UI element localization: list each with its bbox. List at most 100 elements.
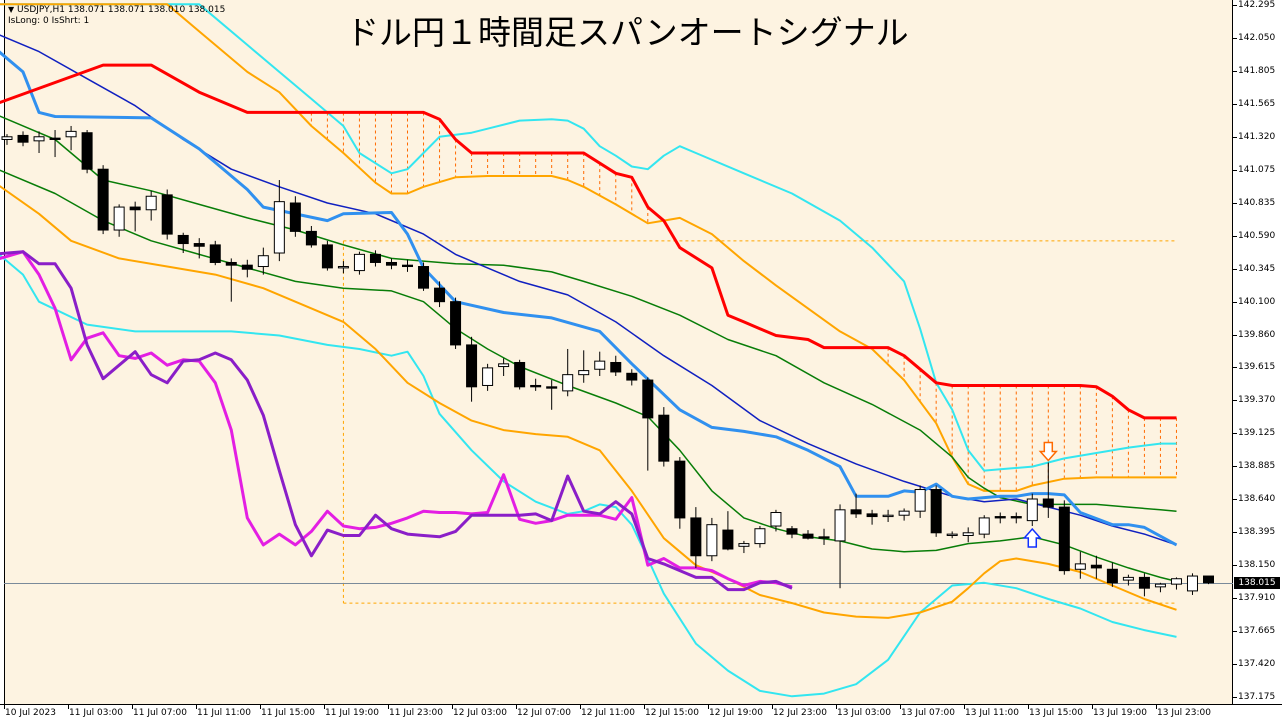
cyan-lower-band — [0, 253, 1177, 698]
x-tick-label: 12 Jul 07:00 — [517, 708, 571, 718]
bear-candle — [305, 230, 317, 246]
y-tick-label: 140.590 — [1238, 230, 1276, 241]
bear-candle — [530, 384, 542, 388]
collapse-triangle-icon[interactable]: ▼ — [8, 5, 15, 14]
bull-candle — [1154, 583, 1166, 588]
indicator-params: IsLong: 0 IsShrt: 1 — [8, 16, 90, 26]
x-tick-label: 12 Jul 03:00 — [453, 708, 507, 718]
time-axis[interactable]: 10 Jul 2023 11 Jul 03:00 11 Jul 07:00 11 Ju… — [0, 704, 1282, 723]
x-tick-mark — [1156, 705, 1157, 709]
y-tick-label: 137.910 — [1238, 593, 1276, 604]
y-tick-label: 138.640 — [1238, 494, 1276, 505]
bear-candle — [802, 533, 814, 539]
bear-candle — [129, 206, 141, 211]
x-tick-mark — [132, 705, 133, 709]
bear-candle — [385, 261, 397, 266]
bull-candle — [1026, 498, 1038, 522]
x-tick-mark — [1092, 705, 1093, 709]
bull-candle — [882, 514, 894, 518]
bear-candle — [626, 372, 638, 381]
bull-candle — [738, 543, 750, 547]
x-tick-mark — [516, 705, 517, 709]
bear-candle — [466, 344, 478, 388]
bull-candle — [770, 512, 782, 527]
bear-candle — [658, 414, 670, 462]
x-tick-mark — [772, 705, 773, 709]
red-line — [0, 63, 1177, 420]
y-tick-label: 141.075 — [1238, 164, 1276, 175]
bull-candle — [1122, 576, 1134, 581]
y-tick-label: 139.860 — [1238, 329, 1276, 340]
y-tick-mark — [1233, 400, 1237, 402]
y-tick-mark — [1233, 664, 1237, 666]
bear-candle — [1010, 516, 1022, 519]
x-tick-label: 11 Jul 07:00 — [133, 708, 187, 718]
bull-candle — [578, 370, 590, 376]
y-tick-mark — [1233, 70, 1237, 72]
y-tick-mark — [1233, 532, 1237, 534]
x-tick-label: 11 Jul 19:00 — [325, 708, 379, 718]
bear-candle — [81, 132, 93, 170]
y-tick-mark — [1233, 37, 1237, 39]
price-scale[interactable]: 142.295 142.050 141.805 141.565 141.320 141.0… — [1233, 0, 1282, 704]
bull-candle — [946, 533, 958, 536]
x-tick-mark — [388, 705, 389, 709]
orange-lower-band — [0, 185, 1177, 619]
bear-candle — [1058, 506, 1070, 572]
bear-candle — [674, 460, 686, 519]
bear-candle — [514, 361, 526, 388]
y-tick-label: 137.665 — [1238, 626, 1276, 637]
bull-candle — [1186, 575, 1198, 592]
bear-candle — [786, 528, 798, 535]
bull-candle — [706, 524, 718, 557]
y-tick-mark — [1233, 268, 1237, 270]
x-tick-label: 13 Jul 07:00 — [901, 708, 955, 718]
x-tick-mark — [644, 705, 645, 709]
blue-line — [0, 50, 1178, 547]
x-tick-label: 13 Jul 19:00 — [1093, 708, 1147, 718]
magenta-line — [0, 250, 793, 589]
x-tick-label: 11 Jul 23:00 — [389, 708, 443, 718]
bull-candle — [594, 360, 606, 370]
bull-candle — [482, 367, 494, 386]
x-tick-mark — [68, 705, 69, 709]
bull-candle — [257, 255, 269, 268]
x-tick-mark — [324, 705, 325, 709]
bear-candle — [161, 194, 173, 235]
y-tick-label: 141.320 — [1238, 131, 1276, 142]
bull-candle — [273, 201, 285, 254]
bull-candle — [498, 363, 510, 368]
y-tick-mark — [1233, 367, 1237, 369]
bear-candle — [690, 517, 702, 557]
y-tick-label: 137.420 — [1238, 659, 1276, 670]
bull-candle — [145, 195, 157, 211]
bear-candle — [369, 253, 381, 263]
bear-candle — [418, 266, 430, 289]
y-tick-mark — [1233, 103, 1237, 105]
purple-line — [0, 250, 793, 592]
x-tick-label: 13 Jul 23:00 — [1157, 708, 1211, 718]
bear-candle — [209, 244, 221, 263]
bull-candle — [65, 130, 77, 138]
x-tick-label: 12 Jul 23:00 — [773, 708, 827, 718]
x-tick-label: 13 Jul 03:00 — [837, 708, 891, 718]
bear-candle — [642, 379, 654, 419]
bear-candle — [866, 513, 878, 518]
chart-title: ドル円１時間足スパンオートシグナル — [346, 13, 909, 52]
bear-candle — [450, 301, 462, 346]
y-tick-label: 141.565 — [1238, 98, 1276, 109]
x-tick-label: 13 Jul 11:00 — [965, 708, 1019, 718]
y-tick-mark — [1233, 169, 1237, 171]
bear-candle — [1203, 575, 1214, 584]
y-tick-mark — [1233, 301, 1237, 303]
y-tick-mark — [1233, 136, 1237, 138]
y-tick-label: 140.100 — [1238, 296, 1276, 307]
bull-candle — [754, 528, 766, 545]
x-tick-label: 13 Jul 15:00 — [1029, 708, 1083, 718]
y-tick-mark — [1233, 631, 1237, 633]
bear-candle — [850, 509, 862, 515]
y-tick-mark — [1233, 565, 1237, 567]
y-tick-mark — [1233, 5, 1237, 6]
x-tick-mark — [260, 705, 261, 709]
